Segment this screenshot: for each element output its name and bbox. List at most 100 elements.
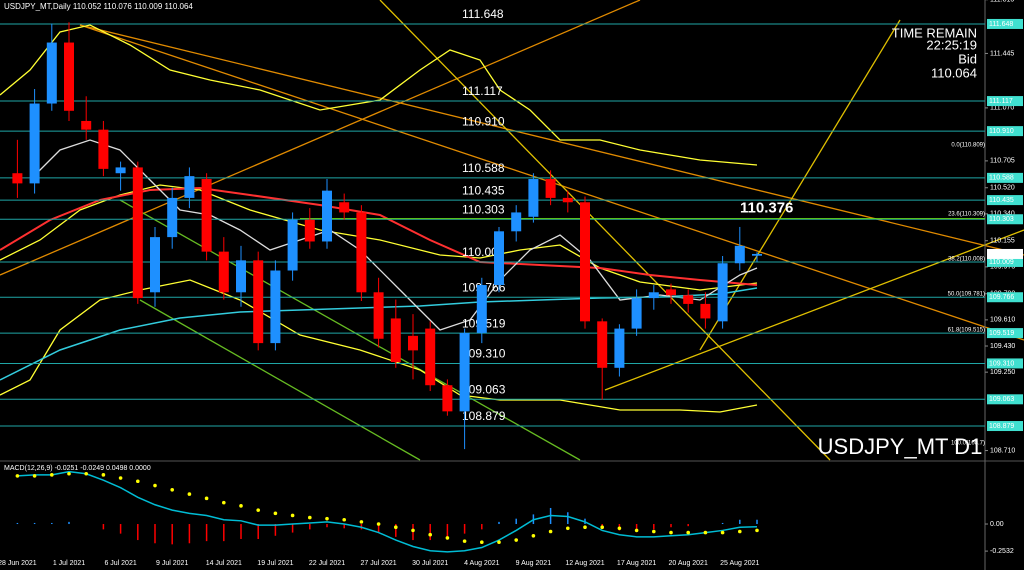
macd-signal xyxy=(50,473,54,477)
macd-signal xyxy=(634,528,639,533)
candle-body xyxy=(511,212,522,232)
candle-body xyxy=(562,197,573,203)
x-tick-label: 14 Jul 2021 xyxy=(206,560,242,567)
macd-signal xyxy=(669,530,673,535)
level-tag-label: 110.303 xyxy=(989,216,1014,223)
macd-signal xyxy=(67,471,71,476)
candle-body xyxy=(425,328,436,386)
candle-body xyxy=(614,328,625,368)
candle-body xyxy=(322,190,332,242)
y-tick-label: 111.445 xyxy=(990,50,1014,57)
level-tag-label: 110.910 xyxy=(989,128,1014,135)
x-tick-label: 25 Aug 2021 xyxy=(720,560,759,567)
fib-label: 38.2(110.008) xyxy=(948,257,985,263)
macd-signal xyxy=(204,496,209,501)
level-tag-label: 110.435 xyxy=(989,197,1014,204)
macd-signal xyxy=(566,526,570,531)
level-label: 110.910 xyxy=(462,114,505,128)
y-tick-label: 111.070 xyxy=(990,105,1014,112)
macd-signal xyxy=(342,517,347,522)
macd-signal xyxy=(308,515,312,520)
x-tick-label: 19 Jul 2021 xyxy=(257,560,293,567)
level-tag-label: 111.117 xyxy=(989,98,1013,105)
level-label: 111.648 xyxy=(462,7,504,21)
watermark: USDJPY_MT D1 xyxy=(818,434,983,459)
candle-body xyxy=(408,335,418,351)
level-tag-label: 109.310 xyxy=(989,360,1014,367)
macd-signal xyxy=(84,471,88,476)
level-label: 110.303 xyxy=(462,202,505,216)
candle-body xyxy=(648,292,659,299)
candle-body xyxy=(356,212,367,293)
macd-signal xyxy=(497,540,501,544)
x-tick-label: 1 Jul 2021 xyxy=(53,560,85,567)
level-label: 109.063 xyxy=(462,382,506,396)
macd-signal xyxy=(136,479,140,484)
candle-body xyxy=(270,270,281,344)
macd-signal xyxy=(720,530,725,535)
x-tick-label: 28 Jun 2021 xyxy=(0,560,37,567)
macd-signal xyxy=(703,530,708,535)
candle-body xyxy=(201,179,212,252)
candle-body xyxy=(287,219,298,271)
macd-signal xyxy=(118,476,123,480)
price-tag-label: 110.064 xyxy=(989,251,1014,258)
trend-line xyxy=(119,199,581,461)
highlight-label: 110.376 xyxy=(740,200,793,217)
macd-signal xyxy=(325,516,329,521)
macd-signal xyxy=(428,532,433,537)
fib-label: 0.0(110.809) xyxy=(951,143,985,149)
candle-body xyxy=(545,179,556,198)
macd-signal xyxy=(531,533,536,538)
candle-body xyxy=(459,332,470,412)
level-tag xyxy=(987,292,1023,303)
fib-label: 100.0(108.7) xyxy=(951,441,985,447)
candle-body xyxy=(717,263,728,322)
x-tick-label: 27 Jul 2021 xyxy=(360,560,396,567)
level-tag-label: 108.879 xyxy=(989,423,1014,430)
candle-body xyxy=(98,129,109,169)
level-label: 109.310 xyxy=(462,347,506,361)
candle-body xyxy=(597,321,608,368)
level-tag xyxy=(987,96,1023,107)
candle-body xyxy=(683,295,694,304)
candle-body xyxy=(442,385,453,412)
macd-signal xyxy=(755,528,759,533)
bid-label: Bid xyxy=(958,51,977,66)
macd-signal xyxy=(686,530,690,535)
level-tag-label: 109.519 xyxy=(989,330,1014,337)
candle-body xyxy=(184,176,195,198)
macd-signal xyxy=(376,522,381,526)
candle-body xyxy=(528,179,539,217)
macd-signal xyxy=(153,483,157,488)
macd-signal xyxy=(273,511,278,516)
macd-signal xyxy=(738,529,742,534)
level-tag xyxy=(987,172,1023,183)
time-value: 22:25:19 xyxy=(926,37,977,52)
x-tick-label: 9 Aug 2021 xyxy=(516,560,552,567)
macd-signal xyxy=(32,474,37,478)
candle-body xyxy=(132,167,143,299)
macd-signal xyxy=(359,520,364,524)
candle-body xyxy=(29,103,40,184)
y-tick-label: 109.430 xyxy=(990,343,1015,350)
level-tag-label: 109.766 xyxy=(989,294,1014,301)
trend-line xyxy=(139,299,421,461)
chart-title: USDJPY_MT,Daily 110.052 110.076 110.009 … xyxy=(4,2,193,11)
candle-body xyxy=(150,237,160,293)
x-tick-label: 22 Jul 2021 xyxy=(309,560,345,567)
x-tick-label: 12 Aug 2021 xyxy=(565,560,604,567)
level-label: 110.588 xyxy=(462,161,505,175)
candle-body xyxy=(81,120,92,130)
price-tag xyxy=(987,248,1023,259)
macd-signal xyxy=(170,488,174,492)
fib-label: 50.0(109.781) xyxy=(948,292,985,298)
macd-signal xyxy=(411,528,415,533)
moving-average xyxy=(0,186,758,286)
macd-signal xyxy=(583,525,587,530)
candle-body xyxy=(734,245,745,264)
y-tick-label: 110.340 xyxy=(990,211,1015,218)
level-tag xyxy=(987,328,1023,339)
x-tick-label: 9 Jul 2021 xyxy=(156,560,188,567)
